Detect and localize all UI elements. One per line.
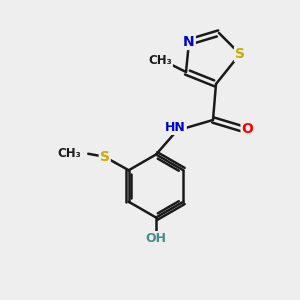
Text: O: O — [242, 122, 254, 136]
Text: OH: OH — [146, 232, 167, 245]
Text: S: S — [235, 47, 245, 61]
Text: N: N — [183, 35, 195, 49]
Text: S: S — [100, 150, 110, 164]
Text: CH₃: CH₃ — [148, 53, 172, 67]
Text: HN: HN — [165, 121, 186, 134]
Text: CH₃: CH₃ — [57, 147, 81, 160]
